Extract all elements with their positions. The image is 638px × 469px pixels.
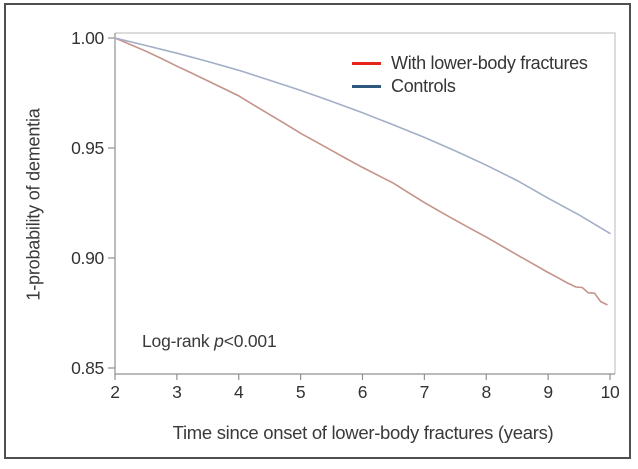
legend: With lower-body fractures Controls xyxy=(352,52,588,98)
legend-label-fractures: With lower-body fractures xyxy=(391,53,588,73)
y-tick-label: 0.90 xyxy=(71,248,104,268)
y-tick-label: 0.95 xyxy=(71,138,104,158)
y-axis-label: 1-probability of dementia xyxy=(23,108,44,301)
curve-controls xyxy=(114,37,611,235)
plot-frame xyxy=(115,32,616,374)
curve-fractures xyxy=(114,37,608,306)
annotation-p: p xyxy=(214,331,224,351)
y-tick-label: 1.00 xyxy=(71,28,104,48)
logrank-annotation: Log-rank p<0.001 xyxy=(142,331,277,352)
x-tick-label: 4 xyxy=(234,382,244,402)
x-tick-label: 6 xyxy=(357,382,368,402)
legend-item-controls: Controls xyxy=(352,75,588,98)
legend-label-controls: Controls xyxy=(391,76,456,96)
controls-line-swatch xyxy=(352,85,381,88)
fractures-line-swatch xyxy=(352,62,381,65)
x-tick-label: 8 xyxy=(481,382,492,402)
x-tick-label: 5 xyxy=(295,382,306,402)
x-tick-label: 10 xyxy=(600,382,620,402)
x-axis-label: Time since onset of lower-body fractures… xyxy=(172,422,554,443)
annotation-suffix: <0.001 xyxy=(223,331,277,351)
annotation-prefix: Log-rank xyxy=(142,331,215,351)
x-tick-label: 9 xyxy=(543,382,553,402)
x-tick-label: 2 xyxy=(110,382,120,402)
y-tick-label: 0.85 xyxy=(71,358,104,378)
legend-item-fractures: With lower-body fractures xyxy=(352,52,588,75)
x-tick-label: 7 xyxy=(419,382,430,402)
x-tick-label: 3 xyxy=(172,382,182,402)
